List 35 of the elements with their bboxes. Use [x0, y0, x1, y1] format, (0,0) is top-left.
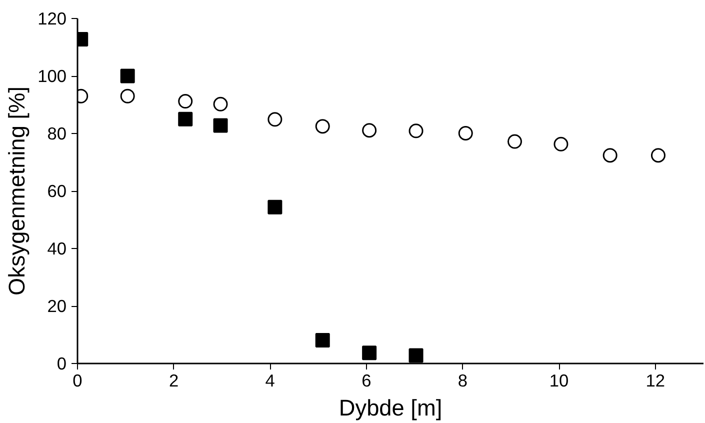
- point: [315, 332, 330, 348]
- x-tick-label: 10: [549, 370, 569, 390]
- x-tick-label: 2: [168, 370, 179, 390]
- y-tick-label: 0: [56, 354, 67, 374]
- y-axis-title: Oksygenmetning [%]: [4, 86, 30, 296]
- x-tick-label: 4: [265, 370, 276, 390]
- x-tick-label: 6: [362, 370, 372, 390]
- y-tick-label: 120: [38, 8, 67, 28]
- point: [268, 112, 282, 127]
- point: [362, 123, 377, 138]
- point: [458, 126, 473, 140]
- point: [602, 148, 618, 163]
- point: [120, 88, 135, 104]
- point: [268, 200, 282, 214]
- point: [213, 96, 228, 112]
- y-tick-label: 80: [47, 124, 67, 144]
- point: [213, 118, 228, 133]
- point: [408, 348, 424, 363]
- point: [315, 119, 330, 134]
- y-tick-label: 40: [47, 238, 67, 258]
- x-tick-label: 12: [646, 370, 665, 390]
- point: [650, 148, 666, 163]
- point: [362, 346, 377, 360]
- point: [178, 94, 193, 109]
- point: [507, 134, 522, 149]
- y-tick-label: 100: [38, 66, 67, 86]
- point: [120, 68, 135, 84]
- point: [178, 112, 193, 126]
- x-tick-label: 8: [458, 370, 468, 390]
- x-tick-label: 0: [72, 370, 82, 390]
- point: [408, 124, 424, 138]
- y-tick-label: 20: [47, 296, 67, 316]
- x-axis-title: Dybde [m]: [338, 394, 442, 420]
- point: [554, 136, 568, 152]
- y-tick-label: 60: [47, 181, 67, 201]
